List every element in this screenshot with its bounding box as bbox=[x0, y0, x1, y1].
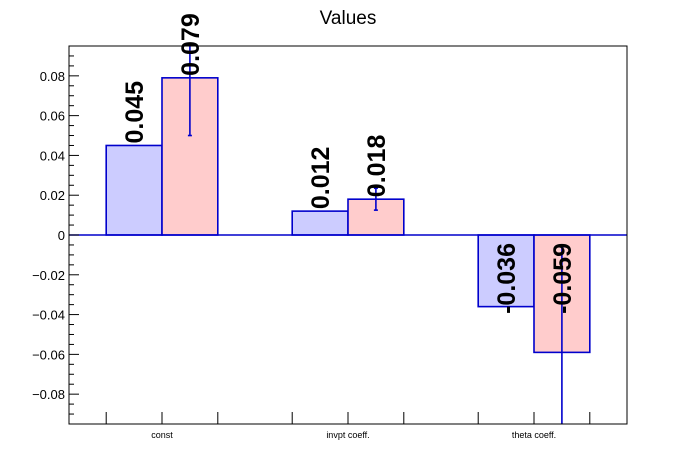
chart-title: Values bbox=[320, 8, 377, 29]
data-label-2-2: 0.018 bbox=[363, 135, 391, 198]
bar-1-1 bbox=[105, 144, 163, 236]
data-label-1-3: -0.036 bbox=[493, 243, 521, 314]
bar-1-3 bbox=[477, 234, 535, 308]
data-labels-group: 0.045 0.079 0.012 0.018 -0.036 -0.059 bbox=[121, 13, 577, 314]
data-label-1-1: 0.045 bbox=[121, 81, 149, 144]
y-tick-label-8: 0.06 bbox=[40, 109, 65, 124]
y-tick-label-4: −0.02 bbox=[32, 268, 65, 283]
y-tick-label-5: 0 bbox=[58, 228, 65, 243]
y-tick-label-6: 0.02 bbox=[40, 188, 65, 203]
data-label-2-3: -0.059 bbox=[549, 243, 577, 314]
y-tick-label-9: 0.08 bbox=[40, 69, 65, 84]
x-tick-label-1: const bbox=[151, 430, 173, 440]
y-tick-label-7: 0.04 bbox=[40, 148, 65, 163]
y-tick-label-3: −0.04 bbox=[32, 308, 65, 323]
bar-1-2 bbox=[291, 210, 349, 236]
x-tick-label-2: invpt coeff. bbox=[326, 430, 369, 440]
axes-group: const invpt coeff. theta coeff. −0.08 −0.06 −… bbox=[32, 45, 628, 440]
data-label-2-1: 0.079 bbox=[177, 13, 205, 76]
x-tick-label-3: theta coeff. bbox=[512, 430, 556, 440]
y-tick-label-1: −0.08 bbox=[32, 387, 65, 402]
error-bars-group bbox=[187, 46, 564, 424]
y-tick-label-2: −0.06 bbox=[32, 347, 65, 362]
data-label-1-2: 0.012 bbox=[307, 147, 335, 210]
